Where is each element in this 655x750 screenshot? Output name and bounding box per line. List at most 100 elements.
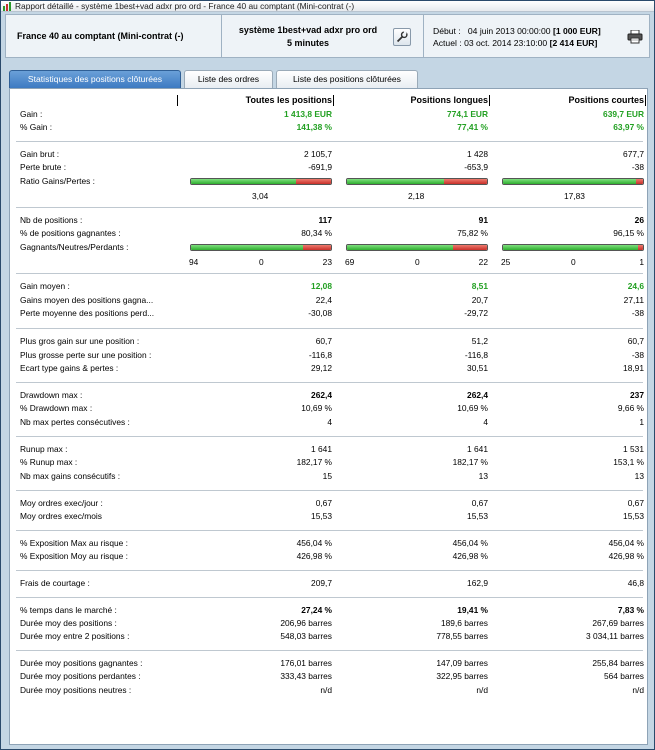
stat-value-all: 117: [318, 215, 332, 225]
stat-value-all: 1 641: [311, 444, 332, 454]
bar-win-segment: [191, 245, 303, 250]
report-header: France 40 au comptant (Mini-contrat (-) …: [5, 14, 650, 58]
stat-row: Durée moy positions perdantes : 333,43 ba…: [10, 670, 647, 683]
stat-label: % Runup max :: [20, 457, 78, 467]
stat-value-long: 1 428: [467, 149, 488, 159]
stat-value-short: 63,97 %: [613, 122, 644, 132]
stat-label: % Drawdown max :: [20, 403, 93, 413]
stat-value-all: 456,04 %: [296, 538, 332, 548]
section-separator: [16, 141, 643, 142]
stat-row: Drawdown max : 262,4 262,4 237: [10, 389, 647, 402]
stat-value-short: -38: [631, 308, 644, 318]
stat-label: % temps dans le marché :: [20, 605, 117, 615]
section-separator: [16, 273, 643, 274]
stat-label: Nb max pertes consécutives :: [20, 417, 130, 427]
section-separator: [16, 650, 643, 651]
instrument-name: France 40 au comptant (Mini-contrat (-): [6, 15, 222, 57]
printer-icon[interactable]: [627, 30, 643, 44]
stat-value-short: 237: [630, 390, 644, 400]
stat-value-short: 7,83 %: [617, 605, 644, 615]
win-count: 25: [501, 257, 511, 267]
ratio-value: 17,83: [564, 191, 585, 201]
system-period: 5 minutes: [286, 38, 329, 48]
period-info: Début : 04 juin 2013 00:00:00 [1 000 EUR…: [425, 15, 649, 57]
stat-label: Gains moyen des positions gagna...: [20, 295, 154, 305]
stat-value-long: 162,9: [467, 578, 488, 588]
stat-row: % Exposition Max au risque : 456,04 % 456,…: [10, 537, 647, 550]
stat-value-all: 1 413,8 EUR: [284, 109, 332, 119]
stat-value-long: 426,98 %: [452, 551, 488, 561]
stat-value-long: 19,41 %: [457, 605, 488, 615]
stat-value-long: 4: [483, 417, 488, 427]
stat-label: Moy ordres exec/mois: [20, 511, 102, 521]
stat-value-long: -116,8: [464, 350, 488, 360]
stat-value-long: n/d: [476, 685, 488, 695]
stat-label: % Exposition Max au risque :: [20, 538, 128, 548]
stat-value-long: 13: [478, 471, 488, 481]
ratio-bar: [190, 178, 332, 185]
edit-system-button[interactable]: [393, 28, 411, 46]
neutral-count: 0: [571, 257, 576, 267]
stat-label: Frais de courtage :: [20, 578, 90, 588]
loss-count: 22: [478, 257, 488, 267]
stat-row: Ratio Gains/Pertes :: [10, 175, 647, 188]
stat-value-all: 2 105,7: [304, 149, 332, 159]
stat-row: Frais de courtage : 209,7 162,9 46,8: [10, 577, 647, 590]
wnl-bar: [190, 244, 332, 251]
ratio-value: 2,18: [408, 191, 425, 201]
bar-loss-segment: [638, 245, 643, 250]
stat-value-long: 774,1 EUR: [447, 109, 488, 119]
stat-value-all: 80,34 %: [301, 228, 332, 238]
col-short-positions: Positions courtes: [568, 95, 644, 105]
ratio-value: 3,04: [252, 191, 269, 201]
stat-value-short: 456,04 %: [608, 538, 644, 548]
stat-value-long: -653,9: [464, 162, 488, 172]
bar-loss-segment: [636, 179, 643, 184]
stat-label: Durée moy positions perdantes :: [20, 671, 141, 681]
stat-value-all: 15,53: [311, 511, 332, 521]
stat-value-long: 51,2: [471, 336, 488, 346]
header-divider: [645, 95, 646, 106]
tab-closed-positions-stats[interactable]: Statistiques des positions clôturées: [9, 70, 181, 88]
stat-row: Durée moy positions neutres : n/d n/d n/d: [10, 684, 647, 697]
stat-value-all: 209,7: [311, 578, 332, 588]
stat-label: % Gain :: [20, 122, 53, 132]
stat-row: Durée moy positions gagnantes : 176,01 ba…: [10, 657, 647, 670]
tab-orders-list[interactable]: Liste des ordres: [184, 70, 273, 88]
stat-value-long: 189,6 barres: [440, 618, 488, 628]
bar-loss-segment: [296, 179, 331, 184]
stat-value-long: 262,4: [467, 390, 488, 400]
stat-value-all: 176,01 barres: [280, 658, 332, 668]
wnl-bar: [346, 244, 488, 251]
section-separator: [16, 490, 643, 491]
stat-value-long: 322,95 barres: [436, 671, 488, 681]
stat-value-short: 24,6: [627, 281, 644, 291]
stat-value-short: 1 531: [623, 444, 644, 454]
stat-label: Gain moyen :: [20, 281, 70, 291]
stat-value-all: 141,38 %: [296, 122, 332, 132]
stat-value-short: 60,7: [627, 336, 644, 346]
stat-value-long: 778,55 barres: [436, 631, 488, 641]
stat-value-short: 0,67: [627, 498, 644, 508]
stat-row: Durée moy entre 2 positions : 548,03 barr…: [10, 630, 647, 643]
tab-closed-positions-list[interactable]: Liste des positions clôturées: [276, 70, 418, 88]
bar-win-segment: [503, 179, 636, 184]
stat-row: Moy ordres exec/jour : 0,67 0,67 0,67: [10, 497, 647, 510]
section-separator: [16, 382, 643, 383]
wrench-icon: [396, 31, 408, 43]
neutral-count: 0: [415, 257, 420, 267]
wnl-bar: [502, 244, 644, 251]
stat-label: Drawdown max :: [20, 390, 83, 400]
stat-value-all: -30,08: [308, 308, 332, 318]
stat-label: Nb max gains consécutifs :: [20, 471, 121, 481]
stat-label: Durée moy entre 2 positions :: [20, 631, 130, 641]
stat-label: Durée moy des positions :: [20, 618, 117, 628]
stat-label: Perte brute :: [20, 162, 67, 172]
app-icon: [3, 2, 11, 11]
stat-row: Plus gros gain sur une position : 60,7 51,…: [10, 335, 647, 348]
stat-label: Durée moy positions neutres :: [20, 685, 132, 695]
header-divider: [489, 95, 490, 106]
stat-row: Perte moyenne des positions perd... -30,0…: [10, 307, 647, 320]
stat-value-all: -691,9: [308, 162, 332, 172]
title-bar: Rapport détaillé - système 1best+vad adx…: [1, 1, 654, 12]
